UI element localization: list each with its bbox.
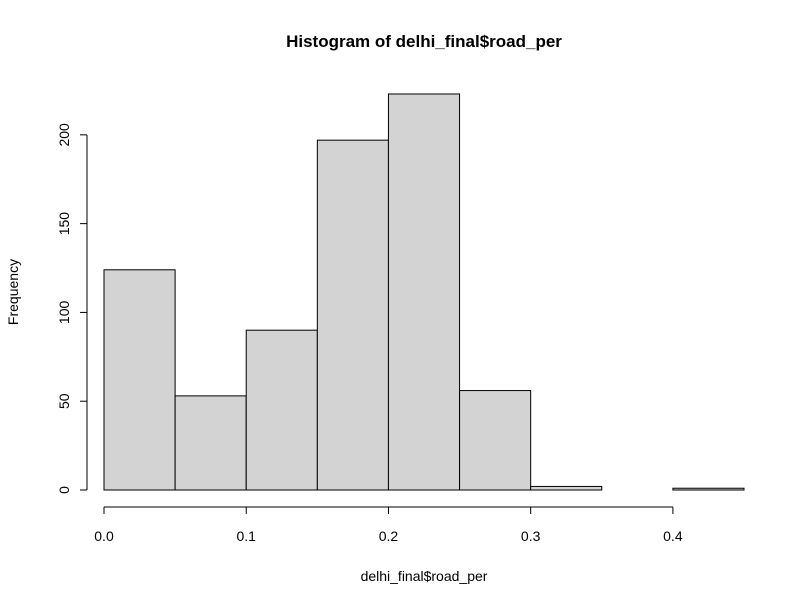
histogram-bar-4 bbox=[387, 93, 461, 491]
x-tick-label-4: 0.4 bbox=[663, 528, 683, 544]
y-tick-label-3: 150 bbox=[56, 212, 72, 236]
histogram-bar-8 bbox=[672, 487, 745, 491]
histogram-bar-6 bbox=[530, 485, 603, 491]
y-tick-label-2: 100 bbox=[56, 301, 72, 325]
y-axis-label: Frequency bbox=[5, 259, 21, 325]
histogram-bar-3 bbox=[316, 139, 389, 491]
histogram-bar-1 bbox=[174, 395, 247, 491]
y-tick-label-1: 50 bbox=[56, 393, 72, 409]
y-tick-label-0: 0 bbox=[56, 486, 72, 494]
x-tick-label-1: 0.1 bbox=[236, 528, 256, 544]
y-tick-label-4: 200 bbox=[56, 123, 72, 147]
x-axis-label: delhi_final$road_per bbox=[361, 568, 488, 584]
histogram-bar-2 bbox=[245, 329, 318, 491]
histogram-bar-5 bbox=[459, 390, 532, 491]
histogram-bar-0 bbox=[103, 269, 176, 491]
x-axis: 0.0 0.1 0.2 0.3 0.4 bbox=[94, 506, 683, 544]
chart-title: Histogram of delhi_final$road_per bbox=[286, 32, 562, 51]
x-tick-label-2: 0.2 bbox=[379, 528, 399, 544]
x-tick-label-0: 0.0 bbox=[94, 528, 114, 544]
y-axis: 0 50 100 150 200 bbox=[56, 123, 88, 494]
x-tick-label-3: 0.3 bbox=[521, 528, 541, 544]
bars-group bbox=[103, 93, 745, 491]
